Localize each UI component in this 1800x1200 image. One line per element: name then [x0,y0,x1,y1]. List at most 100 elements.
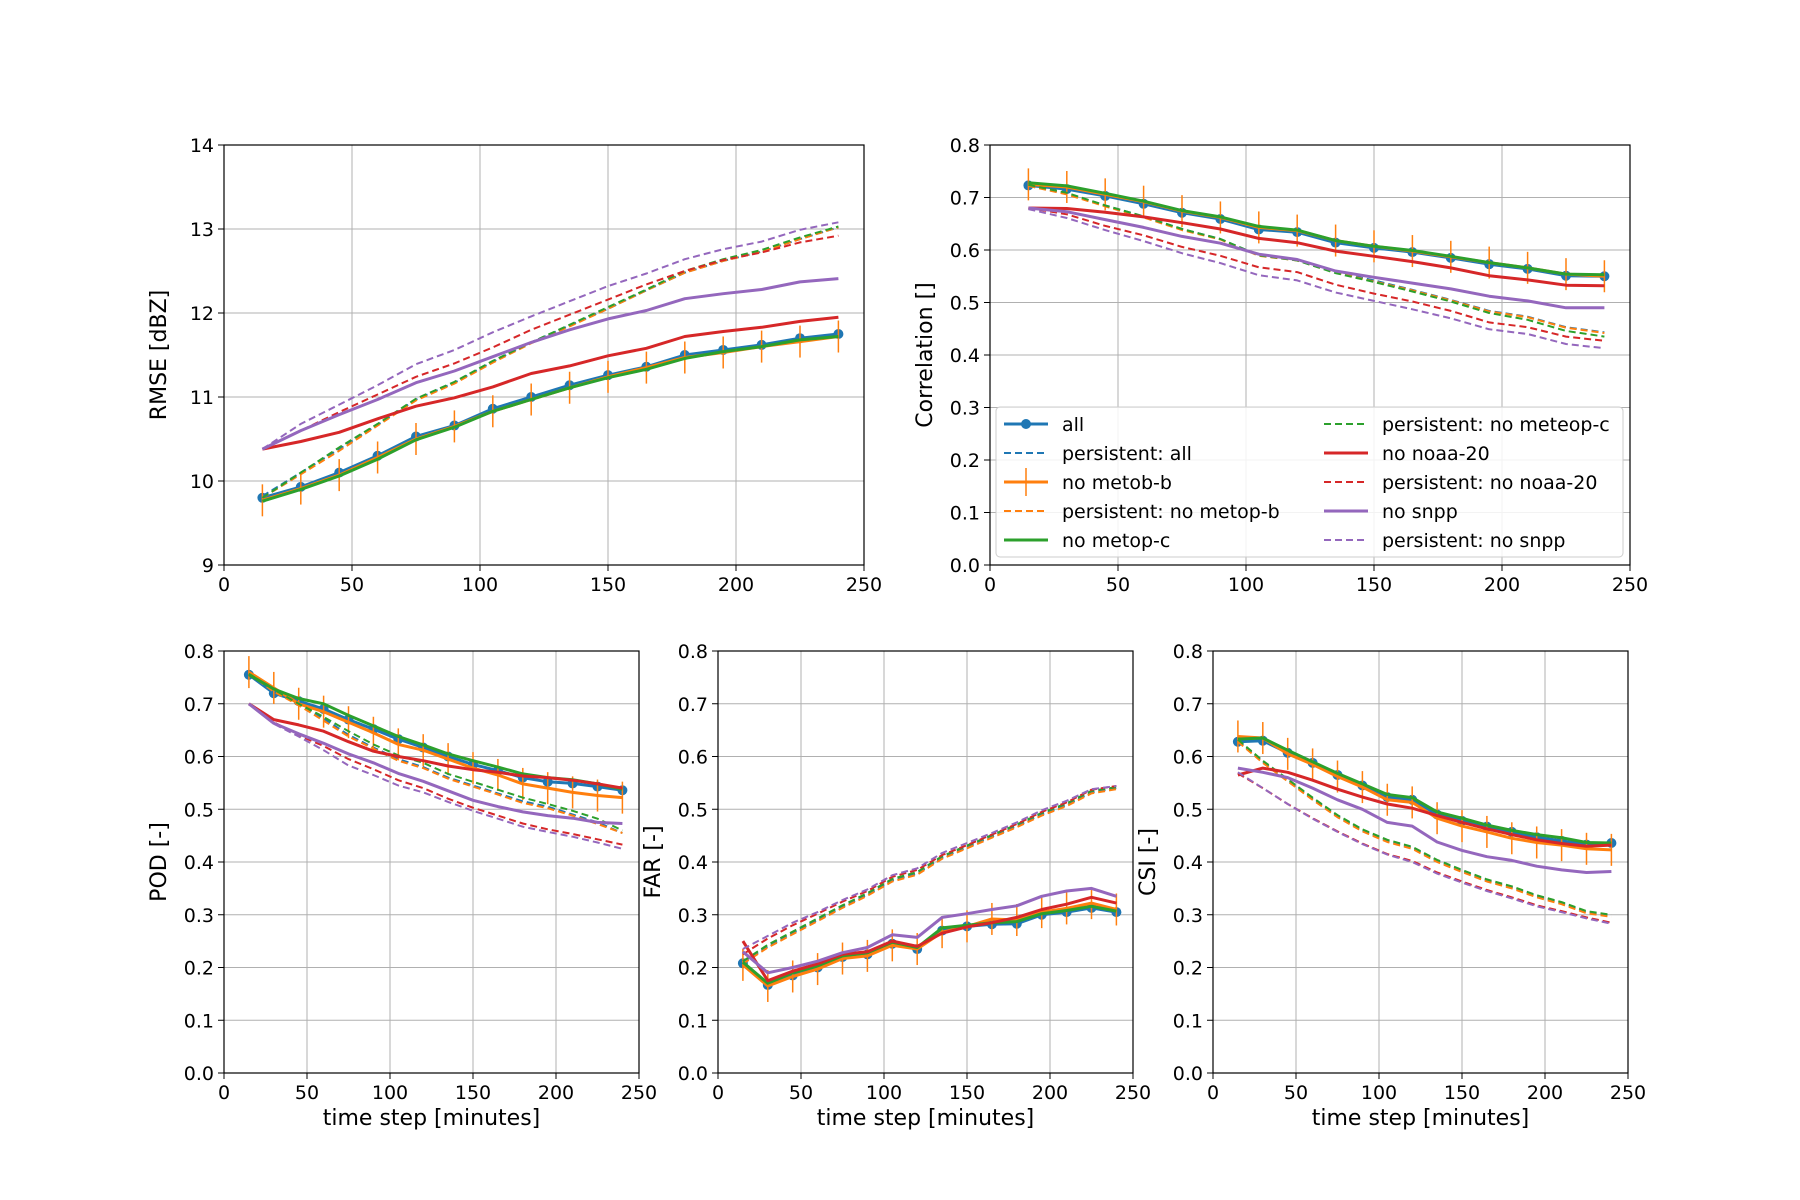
legend-box [995,406,1624,558]
chart-pod: 0 50 100 150 200 250 0.0 0.1 0.2 0.3 0.4 0.5 0.6 0.7 0… [147,641,657,1131]
y-tick-label: 0.1 [678,1010,708,1032]
series-all [243,669,628,796]
legend: all persistent: all no metob-b persistent: … [995,406,1624,558]
series-p_all [1237,739,1612,917]
series-snpp [1237,766,1612,874]
series-line-p_noaa20 [1028,207,1605,342]
series-metopc [261,335,839,503]
series-line-p_noaa20 [261,234,839,451]
y-tick-label: 12 [190,303,214,325]
legend-label: persistent: no snpp [1382,530,1565,552]
y-tick-label: 0.4 [184,852,214,874]
x-tick-label: 0 [1207,1082,1219,1104]
series-p_noaa20 [248,702,623,846]
series-line-snpp [261,277,839,451]
series-line-p_metopb [261,226,839,499]
y-tick-label: 0.7 [184,694,214,716]
series-p_noaa20 [261,234,839,451]
series-line-snpp [1237,766,1612,874]
series-p_metopc [1237,738,1612,916]
series-line-metopc [1028,181,1605,277]
y-tick-label: 0.7 [678,694,708,716]
legend-label: no snpp [1382,501,1458,523]
y-tick-label: 0.3 [184,905,214,927]
series-line-metopb [741,901,1117,988]
series-line-p_metopc [742,786,1117,963]
series-line-p_noaa20 [742,785,1117,956]
x-tick-label: 250 [1115,1082,1151,1104]
x-tick-label: 50 [1284,1082,1308,1104]
x-tick-label: 0 [218,1082,230,1104]
y-tick-label: 0.5 [184,799,214,821]
y-tick-label: 9 [202,555,214,577]
series-line-p_snpp [742,785,1117,950]
y-axis-label: POD [-] [147,822,172,902]
series-metopc [1237,736,1612,845]
x-tick-label: 250 [1612,574,1648,596]
series-line-noaa20 [741,895,1117,983]
series-p_snpp [248,703,623,850]
x-tick-label: 100 [1361,1082,1397,1104]
y-tick-label: 0.3 [678,905,708,927]
series-line-noaa20 [1237,766,1612,848]
series-metopb [248,656,624,814]
series-noaa20 [1028,206,1605,288]
y-tick-label: 0.8 [1173,641,1203,663]
series-p_metopc [742,786,1117,963]
series-p_metopb [1237,740,1612,918]
series-all [257,329,844,503]
plot-frame [223,650,640,1074]
series-snpp [1028,206,1605,310]
x-tick-label: 200 [1484,574,1520,596]
series-line-metopc [741,904,1117,985]
x-tick-label: 250 [1610,1082,1646,1104]
series-p_metopb [742,788,1117,965]
series-line-p_metopc [1028,183,1605,338]
y-tick-label: 0.5 [678,799,708,821]
x-tick-label: 200 [1032,1082,1068,1104]
series-line-p_metopc [248,672,623,832]
series-noaa20 [741,895,1117,983]
x-tick-label: 150 [590,574,626,596]
y-tick-label: 13 [190,219,214,241]
series-line-metopb [248,670,623,800]
x-tick-label: 50 [1106,574,1130,596]
series-snpp [261,277,839,451]
y-tick-label: 0.1 [184,1010,214,1032]
y-tick-label: 0.5 [1173,799,1203,821]
x-tick-label: 50 [295,1082,319,1104]
series-p_snpp [1237,771,1612,925]
legend-label: no metop-c [1062,530,1170,552]
x-tick-label: 50 [789,1082,813,1104]
x-tick-label: 250 [621,1082,657,1104]
y-tick-label: 0.5 [950,293,980,315]
series-p_all [261,226,839,497]
series-p_metopb [248,672,623,834]
x-axis-label: time step [minutes] [817,1106,1035,1131]
series-snpp [741,886,1117,975]
series-snpp [247,702,623,825]
series-metopc [741,904,1117,985]
series-line-all [261,332,839,500]
y-axis-label: Correlation [] [913,282,938,427]
series-p_noaa20 [742,785,1117,956]
x-tick-label: 150 [1444,1082,1480,1104]
series-line-p_metopb [248,672,623,834]
y-tick-label: 0.6 [184,747,214,769]
plot-frame [989,144,1631,566]
series-noaa20 [1237,766,1612,848]
series-line-p_metopc [1237,738,1612,916]
x-tick-label: 100 [372,1082,408,1104]
series-line-metopb [1237,735,1612,852]
y-tick-label: 0.1 [950,503,980,525]
series-line-metopb [261,335,839,502]
x-tick-label: 0 [984,574,996,596]
y-tick-label: 0.8 [184,641,214,663]
series-line-p_all [1237,739,1612,917]
x-tick-label: 150 [949,1082,985,1104]
y-tick-label: 0.6 [678,747,708,769]
series-line-noaa20 [1028,206,1605,288]
x-tick-label: 200 [1527,1082,1563,1104]
x-tick-label: 100 [462,574,498,596]
